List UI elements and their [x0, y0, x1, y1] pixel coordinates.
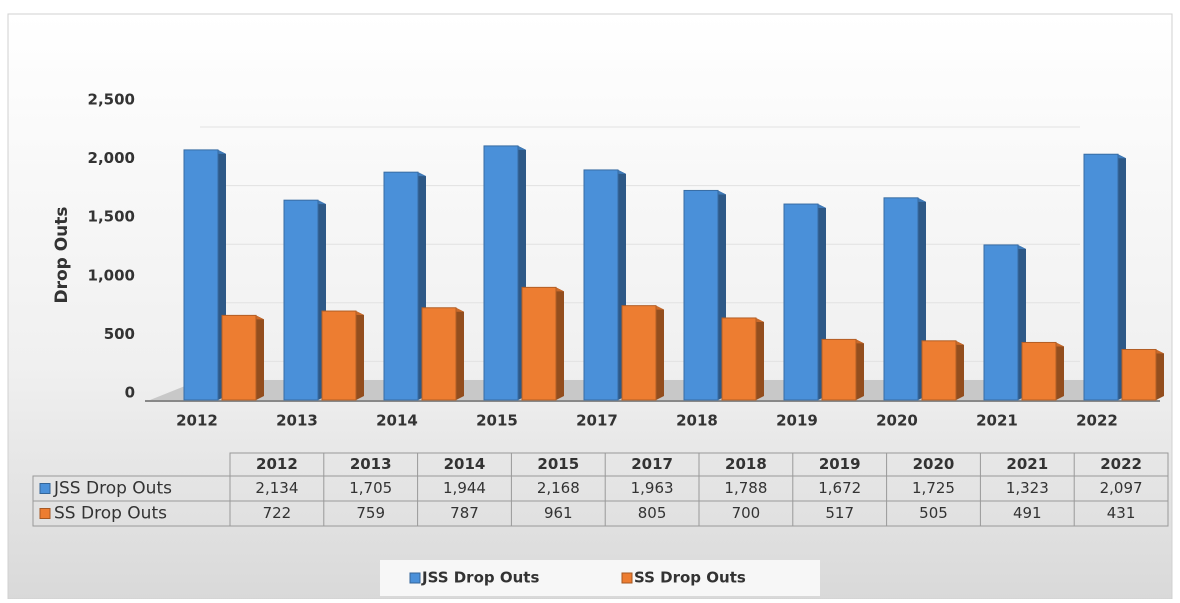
table-cell: 722: [263, 504, 292, 522]
bar: [821, 338, 857, 401]
table-header: 2012: [256, 455, 298, 473]
x-tick-label: 2012: [176, 412, 218, 430]
y-tick-label: 2,500: [88, 91, 135, 109]
table-cell: 2,168: [537, 479, 580, 497]
table-legend-swatch: [39, 508, 51, 519]
bar-side: [356, 311, 364, 400]
table-cell: 2,134: [255, 479, 298, 497]
bar: [983, 244, 1019, 401]
x-tick-label: 2022: [1076, 412, 1118, 430]
bar-side: [856, 339, 864, 400]
bar: [683, 189, 719, 401]
y-tick-label: 1,000: [88, 266, 135, 284]
bar-side: [1118, 154, 1126, 400]
bar: [383, 171, 419, 401]
table-row-label: JSS Drop Outs: [53, 479, 172, 499]
legend-swatch: [409, 572, 421, 584]
legend-swatch: [621, 572, 633, 584]
y-tick-label: 2,000: [88, 149, 135, 167]
x-tick-label: 2019: [776, 412, 818, 430]
bar-side: [956, 340, 964, 400]
bar-side: [556, 287, 564, 400]
bar-side: [1156, 349, 1164, 400]
table-cell: 505: [919, 504, 948, 522]
table-cell: 2,097: [1100, 479, 1143, 497]
bar-side: [456, 307, 464, 400]
x-tick-label: 2018: [676, 412, 718, 430]
table-header: 2013: [350, 455, 392, 473]
table-cell: 805: [638, 504, 667, 522]
x-tick-label: 2020: [876, 412, 918, 430]
bar: [221, 314, 257, 401]
bar: [921, 340, 957, 401]
table-cell: 961: [544, 504, 573, 522]
table-cell: 1,705: [349, 479, 392, 497]
table-cell: 517: [825, 504, 854, 522]
y-axis-label: Drop Outs: [52, 206, 72, 303]
legend-label: JSS Drop Outs: [421, 569, 539, 587]
legend-label: SS Drop Outs: [634, 569, 746, 587]
y-tick-label: 1,500: [88, 208, 135, 226]
table-cell: 491: [1013, 504, 1042, 522]
table-cell: 1,788: [724, 479, 767, 497]
table-cell: 759: [356, 504, 385, 522]
table-header: 2015: [537, 455, 579, 473]
table-cell: 1,725: [912, 479, 955, 497]
bar-side: [256, 315, 264, 400]
legend: [380, 560, 820, 596]
bar: [883, 197, 919, 401]
bar: [783, 203, 819, 401]
bar: [1021, 341, 1057, 401]
bar: [521, 286, 557, 401]
bar: [1083, 153, 1119, 401]
bar: [421, 307, 457, 401]
table-cell: 787: [450, 504, 479, 522]
bar: [621, 305, 657, 401]
bar: [321, 310, 357, 401]
table-cell: 431: [1107, 504, 1136, 522]
table-header: 2021: [1006, 455, 1048, 473]
x-tick-label: 2015: [476, 412, 518, 430]
y-tick-label: 500: [104, 325, 135, 343]
table-cell: 1,963: [631, 479, 674, 497]
table-cell: 1,944: [443, 479, 486, 497]
bar: [483, 145, 519, 401]
table-header: 2017: [631, 455, 673, 473]
y-tick-label: 0: [125, 384, 135, 402]
table-cell: 1,672: [818, 479, 861, 497]
table-header: 2019: [819, 455, 861, 473]
x-tick-label: 2013: [276, 412, 318, 430]
bar: [183, 149, 219, 401]
bar: [1121, 348, 1157, 401]
table-header: 2022: [1100, 455, 1142, 473]
table-header: 2014: [444, 455, 486, 473]
table-legend-swatch: [39, 483, 51, 494]
bar: [721, 317, 757, 401]
bar-side: [756, 317, 764, 400]
table-cell: 700: [732, 504, 761, 522]
table-row-label: SS Drop Outs: [54, 504, 167, 524]
x-tick-label: 2021: [976, 412, 1018, 430]
bar-side: [1056, 342, 1064, 400]
bar-side: [656, 305, 664, 400]
bar: [583, 169, 619, 401]
table-header: 2018: [725, 455, 767, 473]
x-tick-label: 2014: [376, 412, 418, 430]
x-tick-label: 2017: [576, 412, 618, 430]
bar: [283, 199, 319, 401]
table-cell: 1,323: [1006, 479, 1049, 497]
table-header: 2020: [913, 455, 955, 473]
